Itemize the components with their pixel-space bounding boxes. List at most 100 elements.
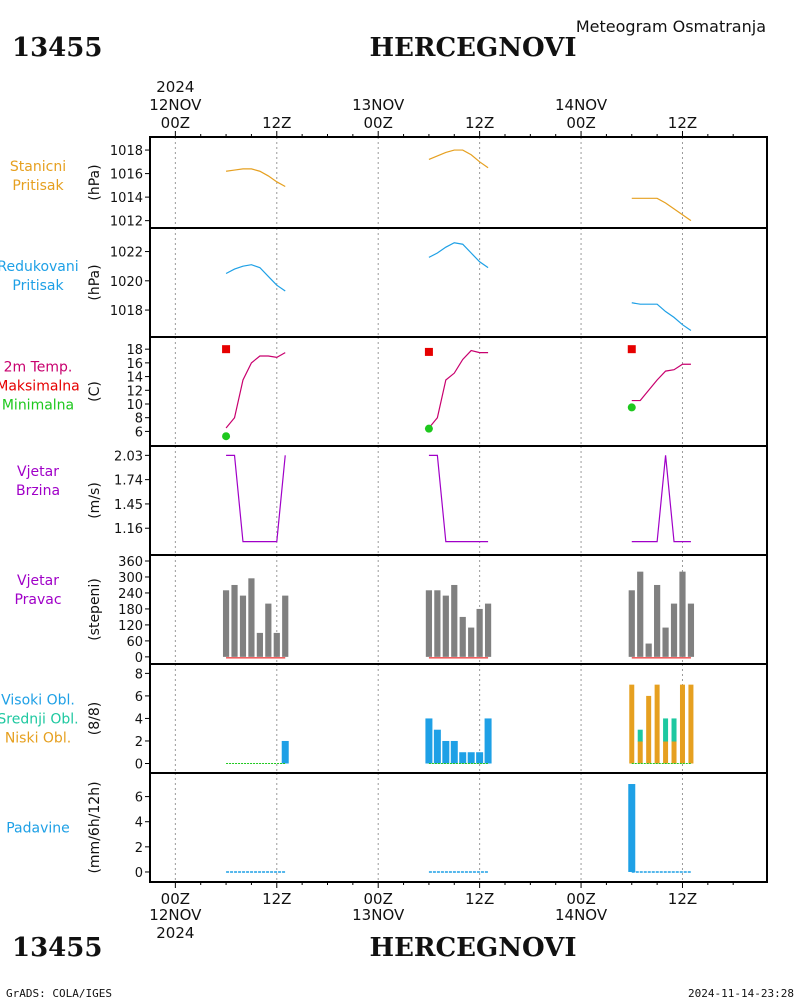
- y-tick-label: 60: [126, 635, 143, 650]
- footer-credit: GrADS: COLA/IGES: [6, 987, 112, 1000]
- panel-label: Padavine: [6, 821, 70, 837]
- low-cloud-bar: [637, 740, 643, 764]
- y-tick-label: 1020: [110, 275, 143, 290]
- y-axis-label: (mm/6h/12h): [87, 781, 103, 873]
- series-line: [225, 168, 286, 188]
- low-cloud-bar: [629, 684, 635, 764]
- bottom-date-label: 13NOV: [352, 906, 405, 924]
- y-tick-label: 1014: [110, 191, 143, 206]
- panel-label: Brzina: [16, 483, 60, 499]
- low-cloud-bar: [679, 684, 685, 764]
- high-cloud-bar: [281, 740, 289, 764]
- top-date-label: 12NOV: [149, 96, 202, 114]
- mid-cloud-bar: [663, 718, 669, 742]
- series-line: [428, 242, 489, 269]
- direction-bar: [687, 603, 695, 657]
- direction-bar: [679, 571, 686, 657]
- min-point: [424, 424, 433, 433]
- series-line: [631, 197, 692, 222]
- direction-bar: [265, 603, 272, 657]
- y-tick-label: 12: [126, 384, 143, 399]
- top-hour-label: 00Z: [566, 114, 595, 132]
- y-tick-label: 16: [126, 357, 143, 372]
- y-tick-label: 8: [135, 667, 143, 682]
- top-year-label: 2024: [156, 78, 194, 96]
- y-tick-label: 6: [135, 690, 143, 705]
- low-cloud-bar: [646, 695, 652, 764]
- panel-label: Pravac: [14, 592, 61, 608]
- bottom-date-label: 14NOV: [555, 906, 608, 924]
- high-cloud-bar: [442, 740, 450, 764]
- direction-bar: [476, 608, 483, 657]
- bottom-hour-label: 12Z: [262, 890, 291, 908]
- low-cloud-bar: [671, 740, 677, 764]
- y-tick-label: 2.03: [114, 449, 143, 464]
- top-hour-label: 12Z: [465, 114, 494, 132]
- direction-bar: [442, 595, 449, 657]
- panel-label: Redukovani: [0, 259, 79, 275]
- high-cloud-bar: [450, 740, 458, 764]
- high-cloud-bar: [476, 752, 484, 764]
- mid-cloud-bar: [671, 718, 677, 742]
- bottom-hour-label: 12Z: [668, 890, 697, 908]
- panel-frame: [149, 336, 768, 447]
- direction-bar: [645, 643, 652, 657]
- high-cloud-bar: [459, 752, 467, 764]
- y-tick-label: 0: [135, 651, 143, 666]
- top-hour-label: 00Z: [161, 114, 190, 132]
- y-axis-label: (stepeni): [87, 578, 103, 641]
- panel-label: Maksimalna: [0, 379, 80, 395]
- high-cloud-bar: [484, 718, 492, 764]
- y-tick-label: 300: [118, 571, 143, 586]
- low-cloud-bar: [654, 684, 660, 764]
- y-tick-label: 1018: [110, 304, 143, 319]
- direction-bar: [468, 627, 475, 657]
- high-cloud-bar: [433, 729, 441, 764]
- bottom-hour-label: 00Z: [161, 890, 190, 908]
- panel-label: Pritisak: [12, 278, 64, 294]
- panel-label: Visoki Obl.: [1, 693, 75, 709]
- direction-bar: [451, 584, 458, 657]
- y-axis-label: (C): [87, 381, 103, 402]
- panel-5: 0 2 4 6 8 (8/8) Visoki Obl. Srednji Obl. Niski O…: [0, 663, 768, 774]
- station-id: 13455: [12, 33, 102, 63]
- y-tick-label: 1.74: [114, 474, 143, 489]
- direction-bar: [654, 584, 661, 657]
- y-tick-label: 240: [118, 587, 143, 602]
- footer-station-id: 13455: [12, 933, 102, 963]
- bottom-date-label: 12NOV: [149, 906, 202, 924]
- top-date-label: 13NOV: [352, 96, 405, 114]
- low-cloud-bar: [688, 684, 694, 764]
- panel-0: 1012 1014 1016 1018 (hPa) Stanicni Pritisak: [10, 136, 768, 230]
- y-tick-label: 2: [135, 735, 143, 750]
- direction-bar: [248, 578, 255, 657]
- direction-bar: [637, 571, 644, 657]
- bottom-hour-label: 00Z: [566, 890, 595, 908]
- y-tick-label: 120: [118, 619, 143, 634]
- direction-bar: [231, 584, 238, 657]
- y-tick-label: 0: [135, 757, 143, 772]
- panel-label: Stanicni: [10, 159, 66, 175]
- panel-frame: [149, 227, 768, 338]
- y-tick-label: 360: [118, 555, 143, 570]
- panel-label: 2m Temp.: [4, 360, 73, 376]
- max-point: [627, 345, 636, 354]
- y-tick-label: 2: [135, 841, 143, 856]
- page-subtitle: Meteogram Osmatranja: [576, 17, 766, 36]
- panel-label: Minimalna: [2, 398, 74, 414]
- direction-bar: [662, 627, 669, 657]
- direction-bar: [459, 616, 466, 657]
- direction-bar: [425, 590, 433, 657]
- low-cloud-bar: [663, 740, 669, 764]
- panel-label: Pritisak: [12, 178, 64, 194]
- station-name: HERCEGNOVI: [370, 33, 577, 63]
- bottom-hour-label: 12Z: [465, 890, 494, 908]
- panel-label: Vjetar: [17, 573, 59, 589]
- y-tick-label: 14: [126, 371, 143, 386]
- series-line: [428, 454, 489, 543]
- panel-3: 1.16 1.45 1.74 2.03 (m/s) Vjetar Brzina: [16, 445, 768, 556]
- series-line: [225, 352, 286, 429]
- footer-station-name: HERCEGNOVI: [370, 933, 577, 963]
